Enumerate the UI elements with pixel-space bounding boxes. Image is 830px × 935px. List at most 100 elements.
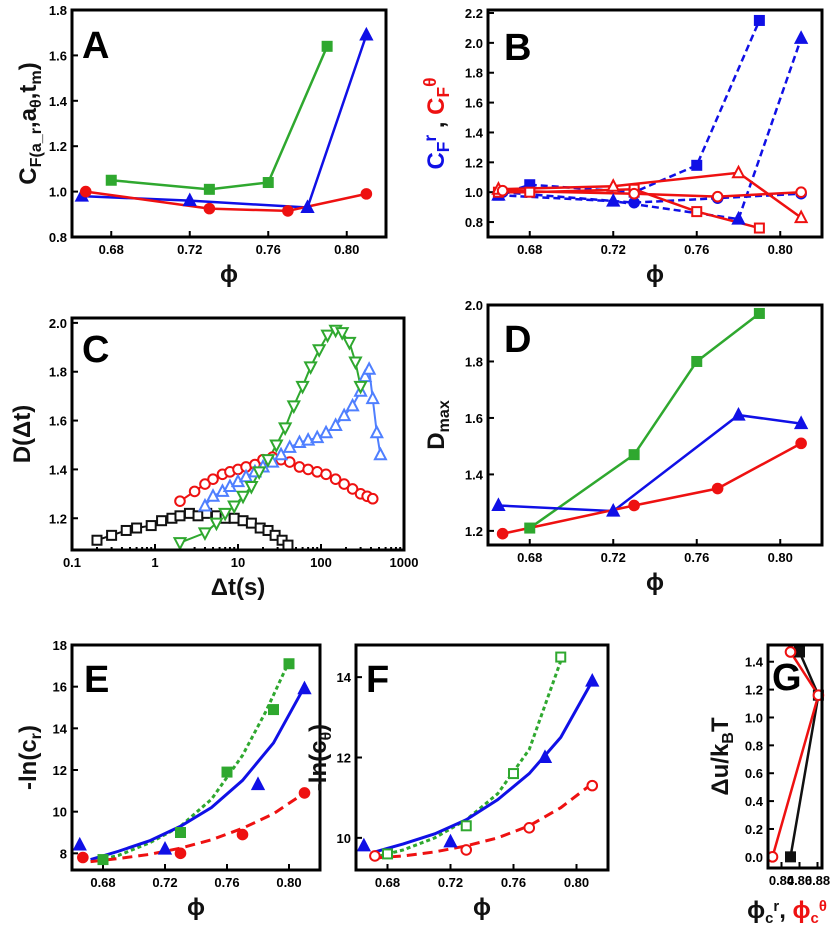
data-point-green [382,848,393,860]
data-point-blue [356,837,372,852]
data-point-blue [793,415,809,430]
y-tick-label: 14 [53,721,68,736]
chart-panel-b: 0.68 0.72 0.76 0.80 0.8 1.0 1.2 1.4 1.6 1.8 2.0 2.2… [420,6,824,288]
axis-label-part: F(a_r [27,127,45,167]
axis-label-part: T [707,717,734,732]
y-tick-label: 0.8 [49,230,67,245]
data-point-lightblue [318,424,334,439]
axis-label-part: F [433,87,453,98]
data-point-green [172,537,188,551]
x-axis-label: ϕ [473,894,491,921]
x-tick-label: 0.68 [99,242,124,257]
plot-frame [766,643,824,870]
data-point-red [174,495,186,507]
data-point-blue [585,673,600,687]
data-point-lightblue [365,390,380,405]
fit-curve-red [90,791,306,864]
axis-label-part: , [779,897,792,924]
x-tick-label: 0.84 [769,873,795,888]
x-tick-label: 0.76 [214,875,239,890]
axis-label-part: ,t [15,85,42,100]
y-tick-label: 1.2 [465,524,483,539]
axis-label-part: ) [15,725,42,733]
data-point-red [606,178,621,192]
axis-label-part: r [773,899,779,915]
axis-label-part: D [423,432,450,449]
chart-panel-c: 0.1 1 10 100 1000 1.2 1.4 1.6 1.8 2.0 C Δt(s) D(Δt) [9,316,418,601]
plot-frame [70,643,322,872]
x-tick-label: 100 [310,555,332,570]
x-tick-label: 0.76 [256,242,281,257]
data-point-black [245,517,257,529]
y-tick-label: 10 [53,805,67,820]
data-point-red [338,478,350,490]
data-point-lightblue [336,407,352,422]
data-point-blue [793,30,809,44]
data-point-black [120,524,132,536]
y-axis-label: -ln(cθ) [305,724,335,791]
data-point-lightblue [197,497,213,512]
x-tick-label: 0.72 [152,875,177,890]
y-tick-label: 12 [53,763,67,778]
data-point-black [228,512,240,524]
axis-label-part: -ln(c [305,741,332,792]
data-point-blue [491,497,506,511]
x-tick-label: 10 [231,555,245,570]
data-point-red [523,822,536,834]
data-point-green [283,658,295,670]
series-line-blue [502,190,802,204]
x-tick-label: 0.1 [63,555,81,570]
data-point-black [145,520,157,532]
axis-label-part: Δt(s) [211,574,266,601]
data-point-blue [606,502,621,517]
axis-label-part: C [15,167,42,184]
x-tick-label: 0.80 [276,875,301,890]
fit-curve-blue [90,685,306,862]
data-point-red [711,190,724,203]
y-tick-label: 1.4 [465,125,484,140]
axis-label-part: ϕ [646,261,664,288]
chart-panel-f: 0.68 0.72 0.76 0.80 10 12 14 Fϕ -ln(cθ) [305,643,610,921]
x-tick-label: 0.80 [768,242,793,257]
x-tick-label: 0.68 [375,875,400,890]
series-line-red [502,442,802,535]
x-axis-label: ϕ [187,894,205,921]
y-tick-label: 10 [337,831,351,846]
data-point-red [366,492,379,505]
axis-label-part: C [423,97,450,114]
data-point-black [174,510,186,522]
series-line-blue [498,413,802,513]
data-point-red [174,847,187,860]
data-point-green [691,355,703,367]
series-line-green [529,312,761,530]
x-tick-label: 1000 [390,555,419,570]
data-point-green [303,361,318,375]
axis-label-part: -ln(c [15,739,42,790]
data-point-black [91,534,103,546]
data-point-green [197,527,213,542]
data-point-blue [359,26,374,41]
data-point-red [346,483,359,495]
x-axis-label: ϕ [646,569,664,596]
y-tick-label: 1.4 [465,467,484,482]
data-point-green [286,400,301,415]
data-point-black [192,510,204,522]
data-point-blue [731,210,746,225]
axis-label-part: ) [15,62,42,70]
data-point-lightblue [328,417,343,431]
axis-label-part: θ [420,77,440,86]
x-tick-label: 0.76 [684,242,709,257]
chart-panel-a: 0.68 0.72 0.76 0.80 0.8 1.0 1.2 1.4 1.6 1.8 Aϕ CF(a… [15,3,388,288]
axis-label-part: D(Δt) [9,405,36,464]
x-tick-label: 0.72 [601,242,626,257]
y-tick-label: 16 [53,680,67,695]
x-tick-label: 0.72 [438,875,463,890]
data-point-green [460,820,472,832]
data-point-green [342,336,357,351]
axis-label-part: ) [305,724,332,732]
x-tick-label: 0.76 [684,550,709,565]
plot-frame [486,8,824,239]
data-point-lightblue [361,361,377,375]
data-point-green [353,380,368,395]
